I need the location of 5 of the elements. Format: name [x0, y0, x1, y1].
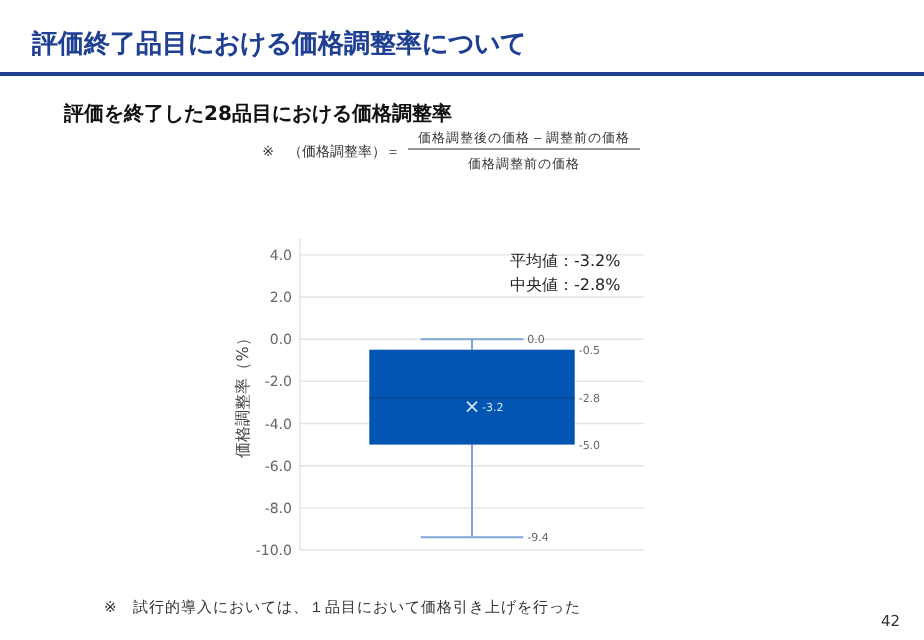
- annotation: 中央値：-2.8%: [510, 276, 622, 294]
- chart-subtitle: 評価を終了した28品目における価格調整率: [62, 102, 452, 126]
- chart-title: 評価終了品目における価格調整率について: [30, 28, 526, 60]
- annotation: 平均値：-3.2%: [510, 252, 622, 270]
- y-axis-title: 価格調整率（%）: [234, 330, 252, 458]
